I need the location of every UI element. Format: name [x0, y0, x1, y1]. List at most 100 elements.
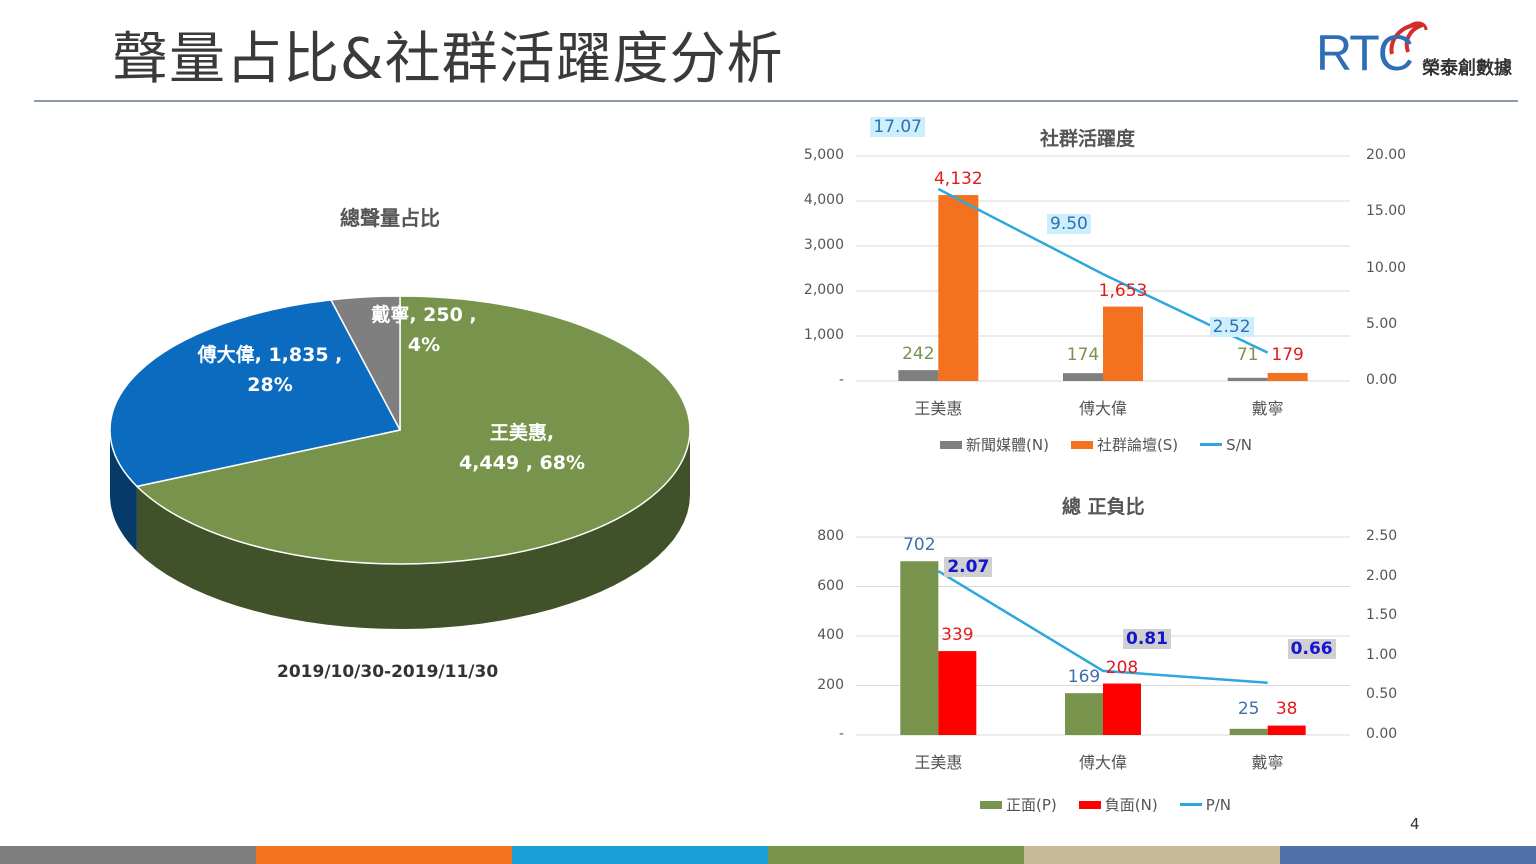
y-tick-label: 800: [817, 528, 844, 544]
legend-label-news: 新聞媒體(N): [966, 436, 1049, 454]
x-category-label: 王美惠: [914, 753, 963, 772]
y2-tick-label: 5.00: [1366, 315, 1398, 332]
logo-text: RTC: [1316, 25, 1414, 81]
ratio-data-label: 17.07: [870, 116, 925, 137]
pie-slice-green: [135, 295, 691, 565]
bar-data-label: 4,132: [933, 169, 983, 190]
pie-label-blue: 傅大偉, 1,835 ,: [197, 344, 343, 366]
pie-label-gray: 4%: [407, 334, 441, 356]
bottom-color-bar: [0, 846, 1536, 864]
y2-tick-label: 1.00: [1366, 646, 1398, 663]
bar-news: [898, 370, 939, 381]
legend-label-pn: P/N: [1205, 795, 1232, 814]
y-tick-label: 200: [817, 676, 844, 693]
x-category-label: 王美惠: [914, 399, 963, 418]
legend-swatch-news: [940, 440, 962, 449]
pie-slice-gray: [329, 295, 401, 431]
pie-side-green: [136, 430, 690, 629]
sentiment-legend: 正面(P) 負面(N) P/N: [980, 794, 1231, 815]
y-tick-label: 600: [817, 577, 844, 594]
legend-item-sn: S/N: [1200, 436, 1252, 454]
bar-news: [1063, 373, 1103, 381]
y-tick-label: 400: [817, 627, 844, 643]
pie-slice-blue: [109, 299, 402, 488]
x-category-label: 戴寧: [1251, 399, 1284, 418]
activity-bar-chart: [856, 155, 1350, 382]
bar-data-label: 169: [1067, 667, 1101, 688]
pie-chart-title: 總聲量占比: [340, 206, 440, 230]
bottom-bar-segment: [1280, 846, 1536, 864]
y2-tick-label: 2.50: [1366, 528, 1398, 544]
legend-swatch-positive: [980, 800, 1002, 809]
logo-subtitle: 榮泰創數據: [1422, 58, 1512, 79]
bar-positive: [1229, 728, 1268, 735]
activity-legend: 新聞媒體(N) 社群論壇(S) S/N: [940, 434, 1252, 455]
ratio-data-label: 9.50: [1047, 214, 1091, 235]
y-tick-label: -: [838, 372, 844, 388]
x-category-label: 傅大偉: [1078, 753, 1127, 772]
pie-label-blue: 28%: [247, 374, 293, 396]
ratio-line: [937, 569, 1268, 684]
logo-swirl-icon: [1389, 21, 1428, 55]
y2-tick-label: 1.50: [1366, 607, 1398, 624]
legend-swatch-pn: [1179, 803, 1202, 806]
x-category-label: 傅大偉: [1078, 399, 1127, 418]
legend-item-negative: 負面(N): [1078, 794, 1158, 815]
bar-data-label: 25: [1237, 699, 1260, 719]
pie-date-range: 2019/10/30-2019/11/30: [277, 662, 499, 682]
bottom-bar-segment: [0, 846, 256, 864]
bottom-bar-segment: [1024, 846, 1280, 864]
y-tick-label: 5,000: [803, 147, 844, 163]
bar-data-label: 174: [1066, 345, 1100, 365]
legend-label-negative: 負面(N): [1104, 796, 1158, 814]
bar-data-label: 179: [1271, 345, 1304, 365]
bar-negative: [1103, 683, 1141, 735]
bottom-bar-segment: [256, 846, 512, 864]
ratio-data-label: 0.81: [1123, 628, 1171, 649]
pie-label-gray: 戴寧, 250 ,: [371, 304, 477, 326]
bar-news: [1227, 377, 1268, 381]
ratio-data-label: 0.66: [1287, 638, 1336, 659]
y-tick-label: 4,000: [803, 192, 844, 208]
legend-label-sn: S/N: [1226, 435, 1252, 454]
bar-positive: [900, 561, 939, 735]
y-tick-label: 2,000: [803, 282, 844, 298]
y-tick-label: 1,000: [803, 327, 844, 343]
bar-social: [1103, 306, 1143, 381]
y2-tick-label: 0.00: [1366, 372, 1398, 388]
activity-chart-title: 社群活躍度: [1040, 128, 1136, 150]
y2-tick-label: 0.50: [1366, 686, 1398, 703]
legend-label-positive: 正面(P): [1006, 796, 1057, 814]
sentiment-chart-title: 總 正負比: [1062, 496, 1145, 518]
bar-data-label: 38: [1275, 699, 1298, 719]
slide-title: 聲量占比&社群活躍度分析: [112, 27, 784, 92]
legend-label-social: 社群論壇(S): [1096, 436, 1179, 454]
legend-swatch-negative: [1078, 800, 1101, 809]
y2-tick-label: 10.00: [1366, 259, 1407, 276]
bar-data-label: 339: [941, 625, 974, 646]
pie-chart: [109, 295, 691, 629]
legend-item-news: 新聞媒體(N): [940, 434, 1049, 455]
sentiment-bar-chart: [856, 536, 1350, 736]
x-category-label: 戴寧: [1251, 753, 1284, 772]
bar-data-label: 242: [902, 344, 935, 365]
bar-data-label: 1,653: [1098, 280, 1148, 301]
y2-tick-label: 15.00: [1366, 203, 1407, 220]
y-tick-label: 3,000: [803, 237, 844, 253]
y2-tick-label: 0.00: [1366, 726, 1398, 742]
legend-swatch-social: [1070, 440, 1093, 449]
bar-data-label: 208: [1105, 657, 1139, 678]
y2-tick-label: 20.00: [1366, 147, 1407, 163]
legend-item-pn: P/N: [1179, 795, 1232, 814]
legend-item-positive: 正面(P): [980, 794, 1057, 815]
bar-negative: [938, 651, 977, 735]
bar-data-label: 71: [1236, 345, 1259, 365]
bar-social: [938, 195, 979, 381]
bar-social: [1267, 372, 1308, 381]
ratio-data-label: 2.52: [1209, 316, 1254, 337]
bottom-bar-segment: [512, 846, 768, 864]
bar-positive: [1065, 693, 1103, 735]
bar-negative: [1267, 725, 1306, 735]
y-tick-label: -: [838, 726, 844, 742]
page-number: 4: [1410, 815, 1420, 833]
